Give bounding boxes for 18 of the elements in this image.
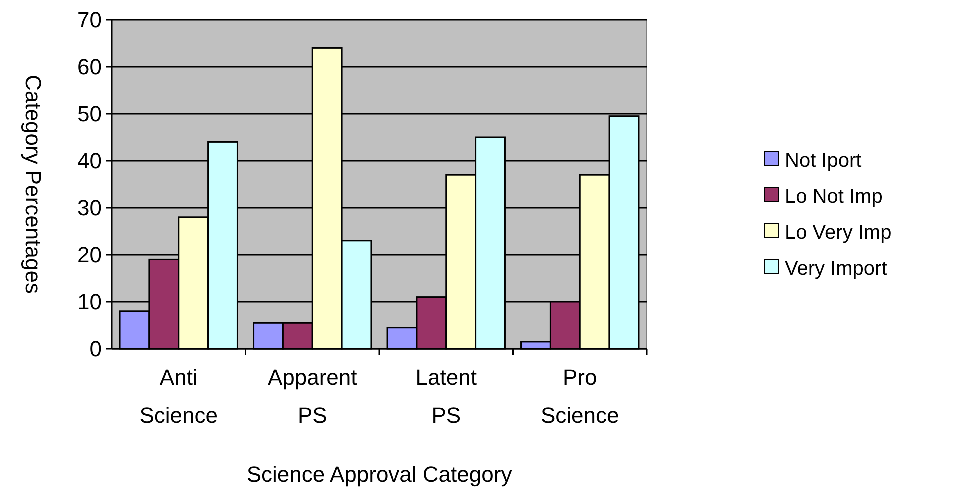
x-tick-label: Pro Science bbox=[540, 365, 620, 428]
y-axis-title: Category Percentages bbox=[21, 75, 46, 294]
x-tick-label: Latent PS bbox=[416, 365, 477, 428]
x-axis-title: Science Approval Category bbox=[246, 462, 512, 487]
y-tick-label: 0 bbox=[90, 336, 102, 362]
legend-label: Not Iport bbox=[785, 150, 862, 172]
x-tick-label: Anti Science bbox=[140, 365, 218, 428]
legend-label: Very Import bbox=[785, 258, 888, 280]
y-tick-label: 60 bbox=[78, 54, 102, 80]
y-tick-label: 40 bbox=[78, 148, 102, 174]
y-tick-label: 20 bbox=[78, 242, 102, 268]
x-tick-label: Apparent PS bbox=[268, 365, 358, 428]
y-tick-label: 10 bbox=[78, 290, 102, 315]
y-tick-label: 30 bbox=[78, 196, 102, 221]
y-tick-label: 70 bbox=[78, 8, 102, 33]
y-tick-label: 50 bbox=[78, 102, 102, 127]
legend-label: Lo Not Imp bbox=[785, 186, 883, 208]
legend-label: Lo Very Imp bbox=[785, 222, 892, 244]
